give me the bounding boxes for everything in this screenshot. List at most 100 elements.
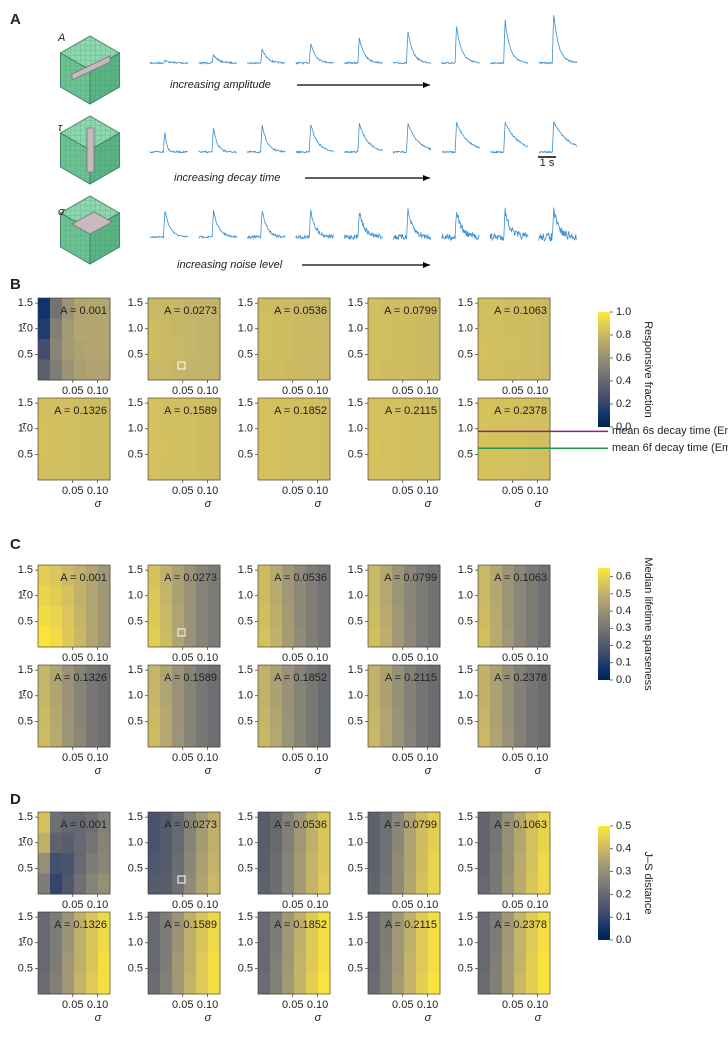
heatmap-cell bbox=[428, 685, 441, 707]
heatmap-cell bbox=[74, 912, 87, 933]
heatmap-cell bbox=[282, 665, 295, 686]
panel-label: B bbox=[10, 276, 21, 293]
heatmap-cell bbox=[270, 873, 283, 895]
heatmap-cell bbox=[98, 912, 111, 933]
heatmap-cell bbox=[368, 726, 381, 748]
heatmap-cell bbox=[98, 398, 111, 419]
heatmap-cell bbox=[208, 873, 221, 895]
heatmap-cell bbox=[538, 953, 551, 974]
colorbar-label: Median lifetime sparseness bbox=[642, 557, 654, 691]
heatmap-cell bbox=[282, 565, 295, 586]
heatmap bbox=[148, 812, 221, 895]
heatmap-cell bbox=[62, 565, 75, 586]
heatmap-cell bbox=[404, 359, 417, 381]
heatmap-cell bbox=[392, 606, 405, 627]
heatmap-title: A = 0.0536 bbox=[274, 572, 327, 584]
heatmap-cell bbox=[148, 932, 161, 954]
heatmap-cell bbox=[208, 973, 221, 995]
heatmap-cell bbox=[160, 298, 173, 319]
heatmap-cell bbox=[404, 606, 417, 627]
heatmap-cell bbox=[282, 832, 295, 854]
y-tick-label: 1.0 bbox=[238, 423, 253, 435]
heatmap-cell bbox=[196, 565, 209, 586]
colorbar-tick-label: 0.5 bbox=[616, 820, 631, 832]
heatmap-cell bbox=[98, 706, 111, 727]
heatmap-cell bbox=[416, 418, 429, 440]
highlight-cell bbox=[177, 361, 186, 370]
heatmap-cell bbox=[514, 706, 527, 727]
heatmap-frame bbox=[147, 664, 221, 748]
heatmap-cell bbox=[50, 398, 63, 419]
heatmap-cell bbox=[416, 873, 429, 895]
heatmap-cell bbox=[380, 932, 393, 954]
y-tick-label: 1.0 bbox=[348, 937, 363, 949]
heatmap-cell bbox=[62, 726, 75, 748]
x-tick-label: 0.10 bbox=[197, 652, 218, 664]
heatmap-cell bbox=[502, 359, 515, 381]
y-tick-label: 0.5 bbox=[18, 862, 33, 874]
heatmap-cell bbox=[208, 912, 221, 933]
heatmap-cell bbox=[38, 459, 51, 481]
y-tick-label: 1.5 bbox=[238, 811, 253, 823]
heatmap-cell bbox=[184, 439, 197, 460]
heatmap-cell bbox=[428, 606, 441, 627]
heatmap-cell bbox=[160, 439, 173, 460]
heatmap-cell bbox=[98, 585, 111, 607]
heatmap-cell bbox=[538, 726, 551, 748]
trace bbox=[441, 212, 480, 241]
heatmap-cell bbox=[184, 706, 197, 727]
x-tick-label: 0.10 bbox=[417, 752, 438, 764]
heatmap-cell bbox=[478, 953, 491, 974]
heatmap-cell bbox=[514, 812, 527, 833]
heatmap-cell bbox=[514, 626, 527, 648]
heatmap-cell bbox=[392, 853, 405, 874]
heatmap-cell bbox=[86, 418, 99, 440]
heatmap-cell bbox=[258, 706, 271, 727]
heatmap-cell bbox=[160, 398, 173, 419]
heatmap-cell bbox=[270, 932, 283, 954]
heatmap-cell bbox=[160, 339, 173, 360]
heatmap-cell bbox=[184, 585, 197, 607]
heatmap-cell bbox=[74, 439, 87, 460]
heatmap-cell bbox=[502, 953, 515, 974]
heatmap-cell bbox=[196, 298, 209, 319]
heatmap-cell bbox=[148, 626, 161, 648]
heatmap-cell bbox=[538, 626, 551, 648]
heatmap-cell bbox=[160, 685, 173, 707]
heatmap-cell bbox=[196, 932, 209, 954]
heatmap-cell bbox=[208, 339, 221, 360]
y-tick-label: 1.0 bbox=[128, 323, 143, 335]
heatmap-cell bbox=[392, 726, 405, 748]
heatmap-title: A = 0.1326 bbox=[54, 919, 107, 931]
y-tick-label: 0.5 bbox=[18, 962, 33, 974]
heatmap-cell bbox=[306, 439, 319, 460]
heatmap-cell bbox=[294, 726, 307, 748]
heatmap-cell bbox=[62, 298, 75, 319]
heatmap-title: A = 0.1852 bbox=[274, 919, 327, 931]
heatmap bbox=[478, 912, 551, 995]
x-axis-label: σ bbox=[425, 498, 432, 510]
heatmap-cell bbox=[514, 665, 527, 686]
heatmap-cell bbox=[514, 565, 527, 586]
y-tick-label: 0.5 bbox=[18, 615, 33, 627]
x-tick-label: 0.05 bbox=[172, 899, 193, 911]
heatmap-cell bbox=[148, 298, 161, 319]
heatmap-cell bbox=[478, 318, 491, 340]
trace bbox=[198, 209, 237, 239]
x-tick-label: 0.10 bbox=[527, 385, 548, 397]
heatmap-cell bbox=[50, 853, 63, 874]
heatmap-cell bbox=[404, 565, 417, 586]
heatmap-title: A = 0.1589 bbox=[164, 405, 217, 417]
heatmap-cell bbox=[502, 318, 515, 340]
cube-grid bbox=[90, 133, 120, 184]
heatmap-cell bbox=[368, 853, 381, 874]
heatmap-cell bbox=[208, 706, 221, 727]
trace bbox=[149, 211, 189, 239]
y-tick-label: 1.0 bbox=[458, 937, 473, 949]
heatmap-cell bbox=[74, 339, 87, 360]
heatmap-cell bbox=[294, 359, 307, 381]
heatmap-cell bbox=[98, 932, 111, 954]
heatmap-cell bbox=[490, 832, 503, 854]
x-tick-label: 0.05 bbox=[502, 485, 523, 497]
heatmap-cell bbox=[294, 685, 307, 707]
